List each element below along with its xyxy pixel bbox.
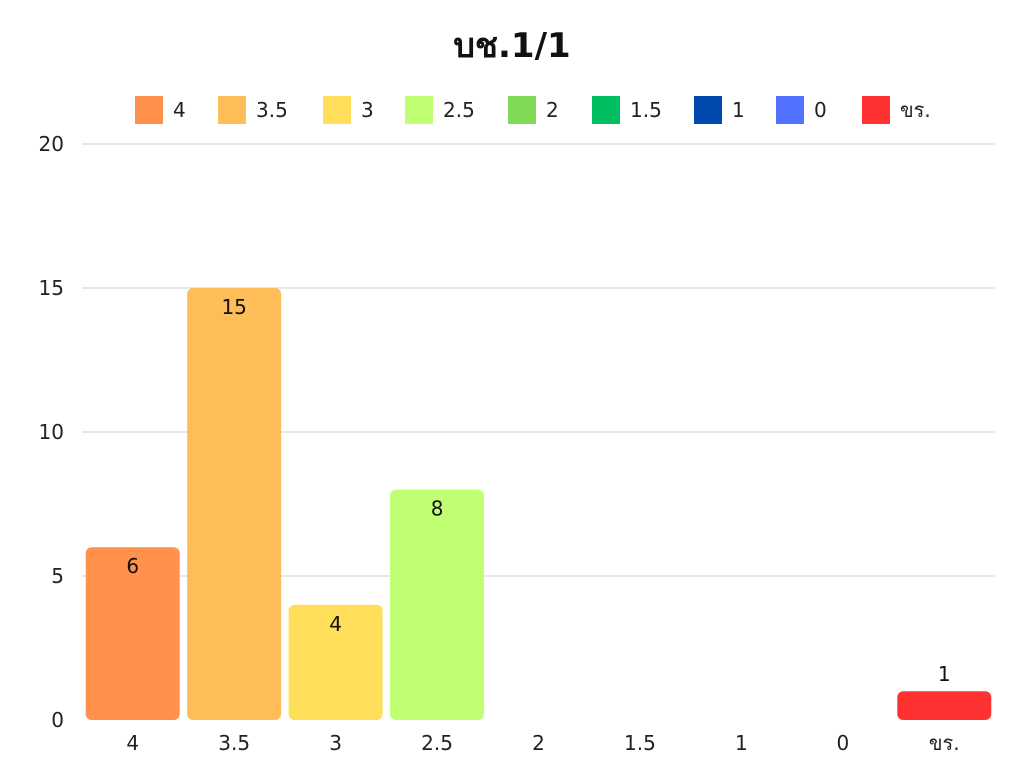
legend-item: 3.5 bbox=[218, 96, 288, 124]
legend-label: 3 bbox=[361, 98, 374, 122]
x-tick-label: 1 bbox=[735, 731, 748, 755]
legend-item: 1.5 bbox=[592, 96, 662, 124]
chart-title: บช.1/1 bbox=[453, 26, 571, 66]
legend-swatch bbox=[323, 96, 351, 124]
x-tick-label: 2 bbox=[532, 731, 545, 755]
x-tick-label: 3 bbox=[329, 731, 342, 755]
legend-label: 2.5 bbox=[443, 98, 475, 122]
data-label: 4 bbox=[329, 612, 342, 636]
legend-item: ขร. bbox=[862, 96, 931, 124]
legend-swatch bbox=[694, 96, 722, 124]
legend-item: 2 bbox=[508, 96, 559, 124]
legend-item: 3 bbox=[323, 96, 374, 124]
legend-swatch bbox=[862, 96, 890, 124]
legend-item: 2.5 bbox=[405, 96, 475, 124]
data-label: 1 bbox=[938, 662, 951, 686]
legend-item: 1 bbox=[694, 96, 745, 124]
legend-label: 1 bbox=[732, 98, 745, 122]
legend-swatch bbox=[405, 96, 433, 124]
data-label: 8 bbox=[431, 497, 444, 521]
legend-label: 2 bbox=[546, 98, 559, 122]
legend-swatch bbox=[135, 96, 163, 124]
legend-label: 4 bbox=[173, 98, 186, 122]
x-tick-label: 2.5 bbox=[421, 731, 453, 755]
data-label: 6 bbox=[126, 554, 139, 578]
y-tick-label: 10 bbox=[39, 420, 64, 444]
y-tick-label: 15 bbox=[39, 276, 64, 300]
legend-label: 1.5 bbox=[630, 98, 662, 122]
legend-swatch bbox=[508, 96, 536, 124]
bar-4 bbox=[390, 489, 485, 720]
x-tick-label: 1.5 bbox=[624, 731, 656, 755]
data-label: 15 bbox=[221, 295, 246, 319]
y-tick-label: 0 bbox=[51, 708, 64, 732]
legend-label: 3.5 bbox=[256, 98, 288, 122]
legend-item: 0 bbox=[776, 96, 827, 124]
x-tick-label: 0 bbox=[836, 731, 849, 755]
x-tick-label: ขร. bbox=[929, 731, 960, 755]
legend-label: 0 bbox=[814, 98, 827, 122]
legend: 4 3.5 3 2.5 2 1.5 1 0 ขร. bbox=[0, 96, 1024, 124]
x-tick-label: 3.5 bbox=[218, 731, 250, 755]
x-tick-label: 4 bbox=[126, 731, 139, 755]
bar-3 bbox=[288, 604, 383, 720]
legend-swatch bbox=[592, 96, 620, 124]
legend-swatch bbox=[218, 96, 246, 124]
legend-swatch bbox=[776, 96, 804, 124]
legend-item: 4 bbox=[135, 96, 186, 124]
bar-9 bbox=[897, 691, 992, 720]
y-tick-label: 5 bbox=[51, 564, 64, 588]
legend-label: ขร. bbox=[900, 98, 931, 122]
y-tick-label: 20 bbox=[39, 132, 64, 156]
bar-1 bbox=[85, 547, 180, 720]
bar-2 bbox=[187, 288, 282, 720]
